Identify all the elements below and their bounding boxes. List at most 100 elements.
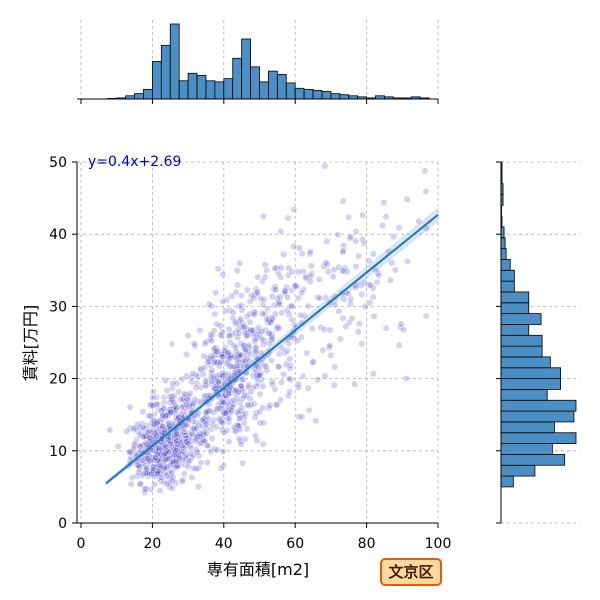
right-hist-bar [500, 443, 553, 455]
scatter-point [246, 318, 254, 326]
scatter-point [134, 421, 141, 428]
scatter-point [312, 417, 320, 425]
scatter-point [133, 472, 141, 480]
scatter-point [179, 456, 187, 464]
scatter-point [290, 206, 298, 213]
scatter-point [261, 310, 269, 318]
x-tick-label: 80 [358, 536, 376, 552]
top-hist-bar [143, 88, 153, 100]
scatter-point [201, 364, 209, 372]
scatter-point [366, 281, 374, 289]
scatter-point [169, 405, 177, 413]
top-hist-bar [339, 94, 350, 100]
scatter-point [223, 296, 231, 304]
scatter-point [388, 259, 395, 267]
scatter-point [232, 386, 240, 394]
scatter-point [288, 268, 296, 276]
scatter-point [239, 459, 246, 467]
scatter-point [403, 195, 411, 203]
scatter-point [213, 347, 221, 355]
x-tick-label: 0 [77, 536, 86, 552]
top-hist-bar [294, 87, 305, 100]
scatter-point [331, 363, 339, 371]
scatter-point [268, 357, 275, 364]
scatter-point [275, 324, 283, 332]
right-hist-bar [500, 464, 536, 477]
scatter-point [202, 409, 210, 417]
scatter-point [181, 461, 189, 469]
scatter-point [144, 456, 151, 463]
scatter-point [143, 441, 151, 449]
scatter-point [211, 358, 218, 366]
scatter-point [355, 328, 362, 336]
scatter-point [179, 476, 187, 484]
scatter-point [239, 323, 247, 331]
scatter-point [236, 351, 244, 358]
scatter-point [373, 278, 381, 286]
scatter-point [294, 337, 302, 345]
scatter-point [251, 366, 259, 374]
scatter-point [246, 298, 254, 305]
scatter-point [277, 264, 285, 272]
top-hist-bar [276, 73, 287, 100]
scatter-point [277, 227, 285, 235]
scatter-point [382, 324, 390, 332]
scatter-point [315, 275, 323, 283]
scatter-point [184, 332, 192, 339]
scatter-point [161, 426, 168, 434]
top-hist-bar [330, 93, 341, 100]
scatter-point [190, 340, 198, 347]
scatter-point [147, 485, 155, 493]
scatter-point [152, 454, 159, 462]
right-hist-bar [500, 302, 530, 315]
scatter-point [213, 320, 221, 328]
scatter-point [201, 392, 208, 400]
scatter-point [321, 326, 329, 334]
scatter-point [149, 394, 157, 402]
scatter-point [215, 415, 223, 422]
scatter-point [276, 396, 284, 404]
scatter-point [160, 393, 168, 401]
scatter-point [308, 359, 316, 366]
scatter-point [241, 357, 249, 365]
scatter-point [234, 334, 242, 342]
y-tick-label: 40 [49, 227, 67, 243]
scatter-point [275, 300, 283, 307]
right-hist-bar [500, 399, 577, 412]
scatter-point [162, 412, 170, 420]
scatter-point [307, 248, 314, 256]
scatter-point [170, 398, 178, 406]
scatter-point [259, 440, 267, 448]
scatter-point [260, 341, 267, 348]
scatter-point [235, 302, 243, 310]
scatter-point [205, 300, 213, 308]
scatter-point [247, 327, 255, 334]
scatter-point [238, 385, 246, 393]
scatter-point [162, 442, 170, 450]
scatter-point [158, 474, 166, 481]
y-tick-label: 50 [49, 155, 67, 171]
scatter-point [159, 411, 167, 419]
scatter-point [285, 310, 293, 318]
scatter-point [224, 349, 232, 357]
scatter-point [264, 305, 271, 312]
scatter-point [259, 404, 267, 412]
scatter-point [123, 428, 131, 435]
top-hist-bar [214, 81, 225, 100]
scatter-point [192, 465, 200, 473]
scatter-point [259, 301, 267, 309]
scatter-point [306, 278, 314, 285]
scatter-point [188, 430, 196, 438]
scatter-point [355, 252, 363, 260]
scatter-point [283, 306, 291, 314]
scatter-point [255, 324, 262, 331]
scatter-point [323, 238, 331, 245]
scatter-point [241, 435, 249, 443]
scatter-point [237, 383, 245, 390]
main-scatter-plot: 0 20 40 60 80 100 0 10 20 30 40 50 y=0.4x+2.69 専有面積… [21, 154, 451, 579]
scatter-point [142, 485, 150, 493]
scatter-point [212, 423, 220, 431]
x-tick-label: 40 [215, 536, 233, 552]
scatter-point [415, 217, 423, 225]
right-hist-bar [500, 475, 514, 488]
